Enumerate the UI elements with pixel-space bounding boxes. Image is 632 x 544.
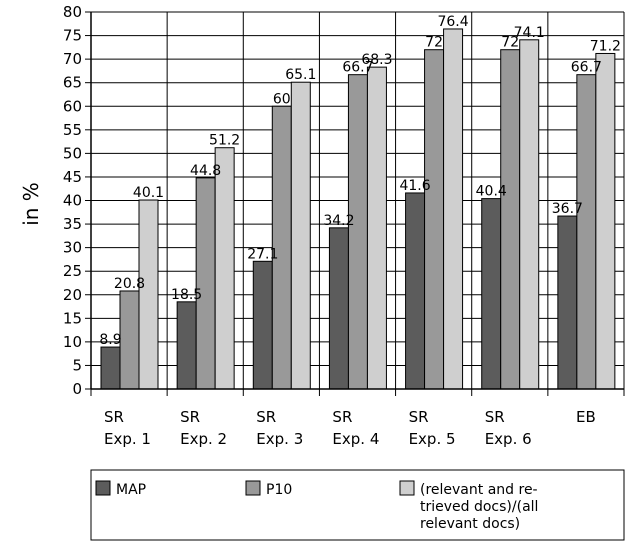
category-label-line: Exp. 4 bbox=[332, 430, 379, 448]
data-label: 72 bbox=[501, 35, 519, 51]
y-tick-label: 40 bbox=[63, 192, 82, 210]
bar bbox=[424, 49, 445, 390]
category-label-line: Exp. 2 bbox=[180, 430, 227, 448]
data-label: 18.5 bbox=[171, 287, 202, 303]
data-label: 51.2 bbox=[209, 133, 240, 149]
bar bbox=[328, 227, 349, 390]
category-label-line: SR bbox=[332, 408, 352, 426]
data-label: 40.1 bbox=[133, 185, 164, 201]
y-tick-label: 5 bbox=[72, 356, 82, 374]
bar bbox=[481, 198, 502, 390]
legend-label-line: relevant docs) bbox=[420, 516, 520, 532]
data-label: 8.9 bbox=[99, 332, 121, 348]
legend-swatch bbox=[95, 480, 111, 496]
category-label: SR Exp. 2 bbox=[180, 408, 227, 448]
y-tick-label: 65 bbox=[63, 74, 82, 92]
legend-box bbox=[90, 469, 625, 541]
y-tick-label: 75 bbox=[63, 27, 82, 45]
y-tick-label: 50 bbox=[63, 144, 82, 162]
data-label: 65.1 bbox=[285, 67, 316, 83]
bar bbox=[347, 74, 368, 390]
category-label: EB bbox=[576, 408, 596, 426]
legend-label: MAP bbox=[116, 482, 146, 498]
legend-label-line: MAP bbox=[116, 482, 146, 498]
y-tick-label: 80 bbox=[63, 3, 82, 21]
data-label: 76.4 bbox=[437, 14, 468, 30]
labels: 8.9 18.5 27.1 34.2 41.6 40.4 36.7 20.8 44.8 60 66.… bbox=[99, 14, 621, 448]
y-tick-label: 0 bbox=[72, 380, 82, 398]
data-label: 36.7 bbox=[552, 201, 583, 217]
data-label: 71.2 bbox=[590, 38, 621, 54]
axes: 0 5 10 15 20 25 30 35 40 45 50 55 60 65 70 75 80 bbox=[63, 3, 625, 398]
legend-label: P10 bbox=[266, 482, 292, 498]
category-label-line: Exp. 6 bbox=[485, 430, 532, 448]
data-label: 60 bbox=[273, 91, 291, 107]
bar bbox=[176, 301, 197, 390]
y-tick-label: 55 bbox=[63, 121, 82, 139]
category-label: SR Exp. 4 bbox=[332, 408, 379, 448]
category-label-line: SR bbox=[180, 408, 200, 426]
bar bbox=[557, 215, 578, 390]
data-label: 34.2 bbox=[323, 213, 354, 229]
category-label: SR Exp. 3 bbox=[256, 408, 303, 448]
category-label-line: Exp. 5 bbox=[409, 430, 456, 448]
category-label: SR Exp. 6 bbox=[485, 408, 532, 448]
bar bbox=[519, 39, 540, 390]
bar bbox=[195, 177, 216, 390]
bar bbox=[405, 192, 426, 390]
y-tick-label: 45 bbox=[63, 168, 82, 186]
legend: MAP P10 (relevant and re-trieved docs)/(al… bbox=[90, 469, 625, 541]
y-tick-label: 60 bbox=[63, 97, 82, 115]
legend-swatch bbox=[245, 480, 261, 496]
legend-label-line: (relevant and re- bbox=[420, 482, 538, 498]
data-label: 66.7 bbox=[342, 60, 373, 76]
bar bbox=[576, 74, 597, 390]
bar bbox=[252, 260, 273, 390]
y-tick-label: 35 bbox=[63, 215, 82, 233]
bar bbox=[595, 52, 616, 390]
y-tick-label: 15 bbox=[63, 309, 82, 327]
bar bbox=[100, 346, 121, 390]
category-label: SR Exp. 1 bbox=[104, 408, 151, 448]
y-axis-title: in % bbox=[19, 182, 43, 226]
bar bbox=[366, 66, 387, 390]
y-tick-label: 25 bbox=[63, 262, 82, 280]
data-label: 40.4 bbox=[476, 184, 507, 200]
data-label: 44.8 bbox=[190, 163, 221, 179]
category-label-line: SR bbox=[409, 408, 429, 426]
category-label-line: SR bbox=[485, 408, 505, 426]
legend-label: (relevant and re-trieved docs)/(all relev… bbox=[420, 482, 538, 532]
legend-label-line: trieved docs)/(all bbox=[420, 499, 538, 515]
data-label: 20.8 bbox=[114, 276, 145, 292]
bar bbox=[443, 28, 464, 390]
legend-label-line: P10 bbox=[266, 482, 292, 498]
bar bbox=[500, 49, 521, 390]
data-label: 68.3 bbox=[361, 52, 392, 68]
data-label: 27.1 bbox=[247, 246, 278, 262]
bar bbox=[214, 147, 235, 390]
category-label-line: Exp. 3 bbox=[256, 430, 303, 448]
data-label: 72 bbox=[425, 35, 443, 51]
category-label-line: SR bbox=[104, 408, 124, 426]
bar bbox=[138, 199, 159, 390]
bar bbox=[119, 290, 140, 390]
data-label: 66.7 bbox=[571, 60, 602, 76]
category-label-line: EB bbox=[576, 408, 596, 426]
legend-swatch bbox=[399, 480, 415, 496]
category-label: SR Exp. 5 bbox=[409, 408, 456, 448]
data-label: 74.1 bbox=[514, 25, 545, 41]
data-label: 41.6 bbox=[399, 178, 430, 194]
category-label-line: Exp. 1 bbox=[104, 430, 151, 448]
y-tick-label: 10 bbox=[63, 333, 82, 351]
bar bbox=[290, 81, 311, 390]
bars bbox=[100, 28, 616, 390]
y-tick-label: 70 bbox=[63, 50, 82, 68]
category-label-line: SR bbox=[256, 408, 276, 426]
y-tick-label: 20 bbox=[63, 286, 82, 304]
y-tick-label: 30 bbox=[63, 239, 82, 257]
